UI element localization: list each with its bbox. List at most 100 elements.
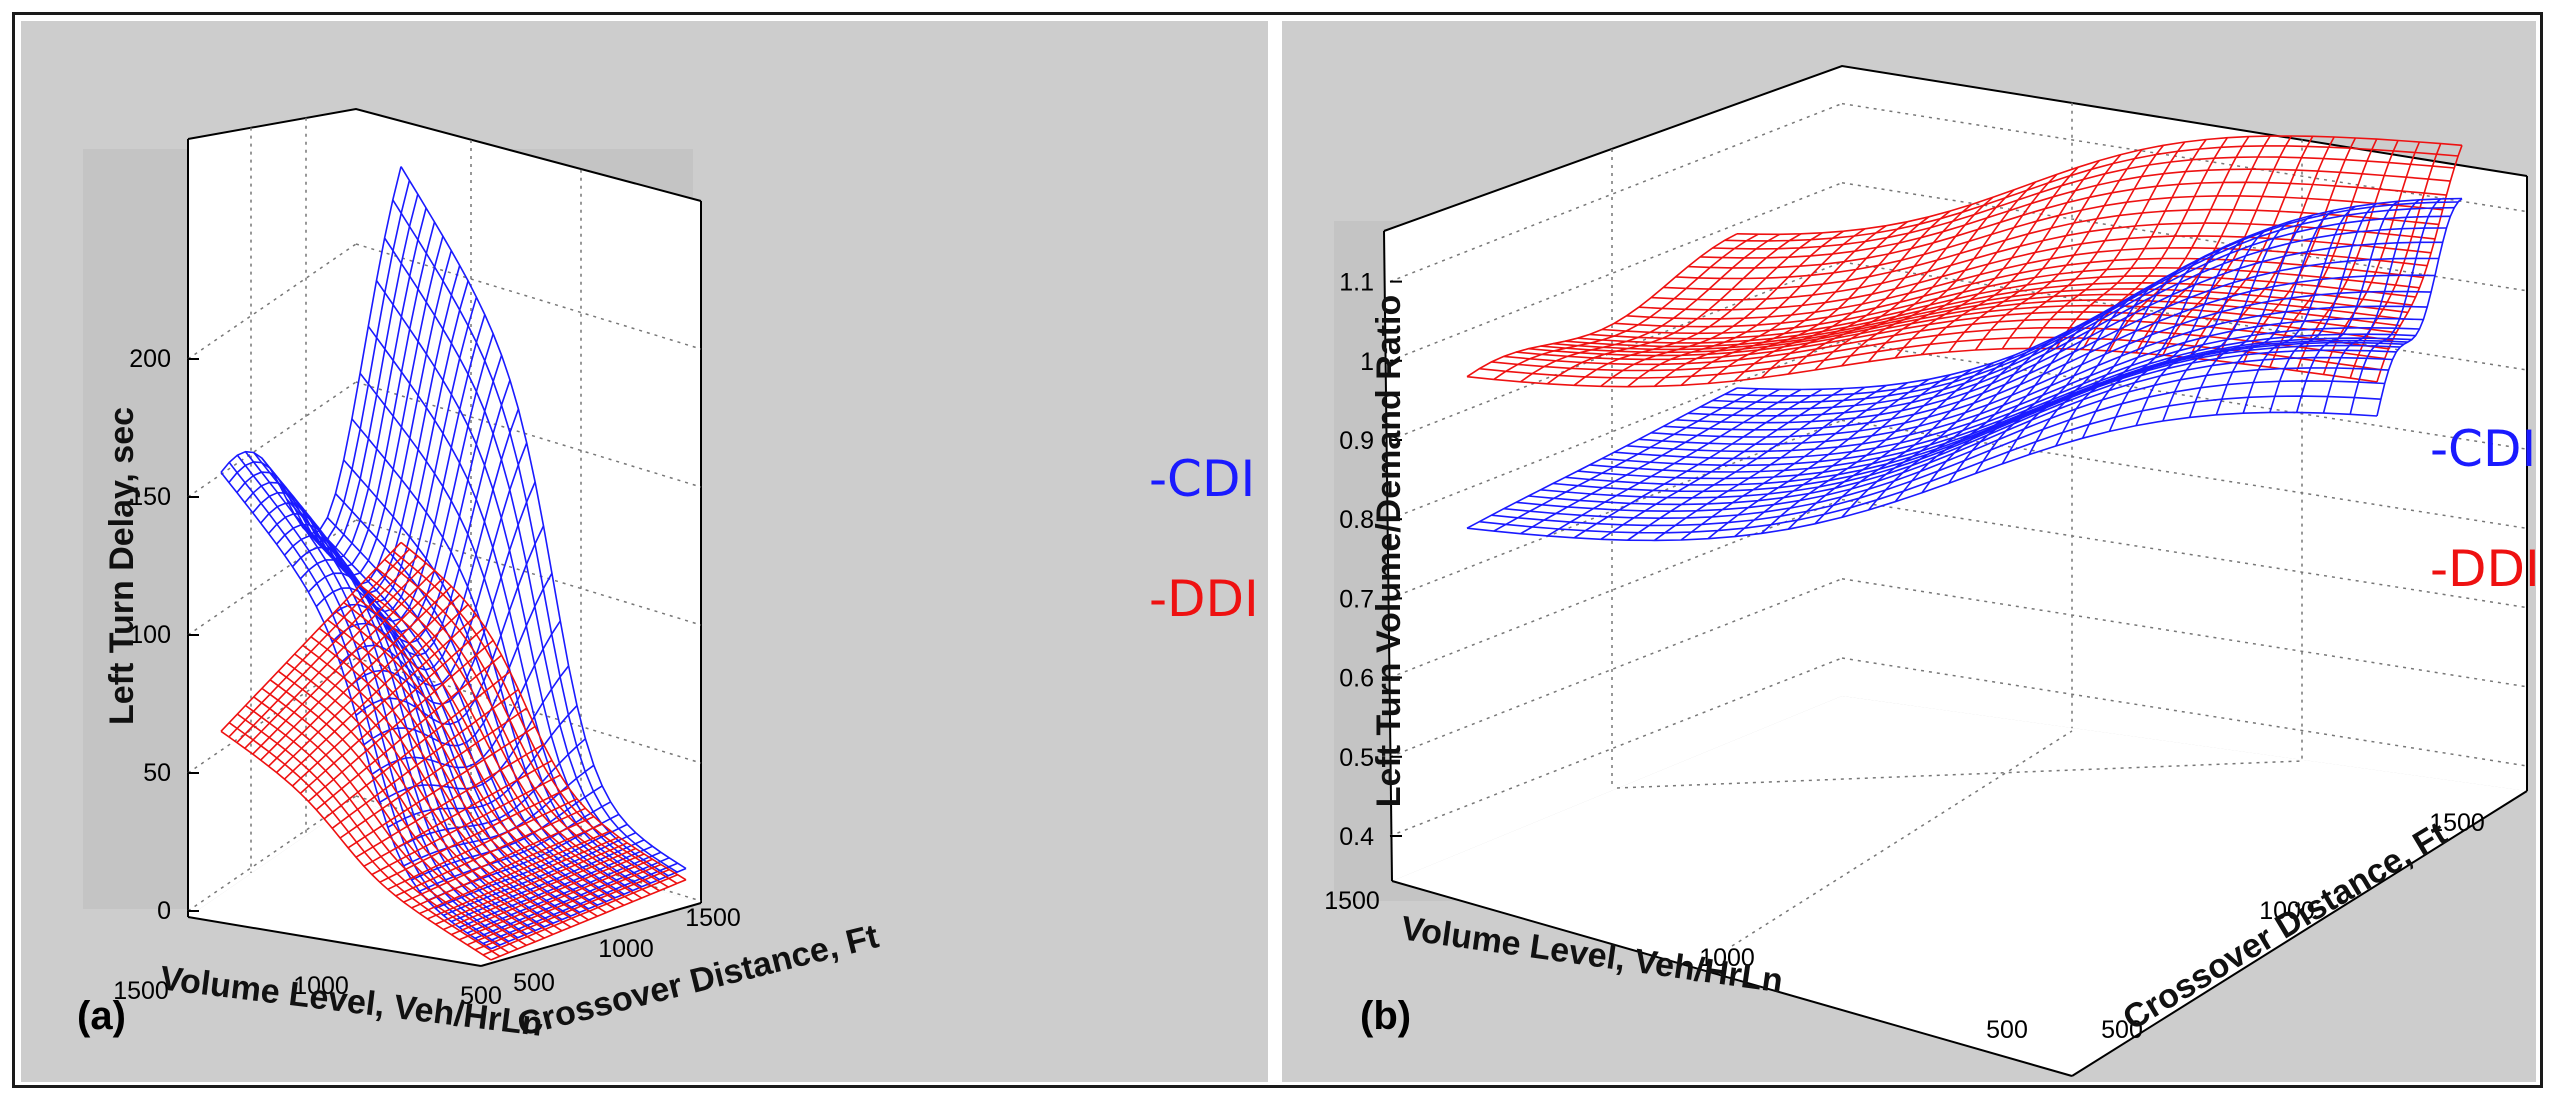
mesh-line-cdi bbox=[1651, 274, 2436, 438]
mesh-line-cdi bbox=[253, 452, 527, 935]
floor-gridline bbox=[1616, 760, 2303, 789]
z-gridline bbox=[1841, 578, 2528, 688]
mesh-line-ddi bbox=[302, 644, 581, 925]
mesh-line-ddi bbox=[1491, 326, 2385, 372]
y-tick-label: 1000 bbox=[598, 935, 654, 963]
z-gridline bbox=[1841, 102, 2528, 213]
z-gridline bbox=[1841, 419, 2528, 530]
mesh-line-ddi bbox=[1540, 299, 2401, 354]
z-gridline bbox=[1389, 340, 1843, 520]
mesh-line-ddi bbox=[286, 661, 563, 932]
mesh-line-ddi bbox=[1687, 181, 2447, 269]
back-wall-right bbox=[356, 109, 701, 903]
mesh-line-cdi bbox=[1528, 349, 2397, 506]
mesh-line-ddi bbox=[1724, 145, 2459, 242]
mesh-line-ddi bbox=[359, 584, 643, 899]
z-axis-line bbox=[1383, 230, 1393, 882]
z-tick-label: 0.7 bbox=[1339, 585, 1374, 613]
mesh-line-ddi bbox=[269, 679, 545, 939]
figure-frame: 0 50 100 150 200 1500 1000 500 500 1000 1500 Left T… bbox=[12, 12, 2543, 1088]
surface-ddi bbox=[220, 541, 687, 961]
z-tick-label: 1.1 bbox=[1339, 269, 1374, 297]
x-tick-label: 1000 bbox=[1699, 944, 1755, 972]
z-tick-label: 100 bbox=[129, 621, 171, 649]
mesh-line-cdi bbox=[1589, 333, 2416, 473]
mesh-line-cdi bbox=[236, 454, 510, 943]
panel-a: 0 50 100 150 200 1500 1000 500 500 1000 1500 Left T… bbox=[21, 21, 1268, 1082]
mesh-line-cdi bbox=[1479, 395, 2381, 534]
mesh-line-ddi bbox=[1601, 266, 2420, 335]
x-axis-line bbox=[1391, 880, 2073, 1077]
mesh-line-cdi bbox=[285, 498, 563, 921]
y-axis-line bbox=[480, 902, 702, 967]
mesh-line-ddi bbox=[392, 550, 678, 885]
mesh-line-ddi bbox=[1614, 257, 2424, 328]
mesh-line-ddi bbox=[335, 610, 616, 910]
mesh-line-ddi bbox=[1516, 311, 2393, 361]
mesh-line-ddi bbox=[245, 704, 519, 950]
mesh-line-cdi bbox=[1663, 257, 2439, 431]
mesh-line-cdi bbox=[1503, 367, 2389, 520]
mesh-line-ddi bbox=[1651, 222, 2436, 301]
mesh-line-ddi bbox=[400, 541, 687, 881]
mesh-line-cdi bbox=[375, 280, 660, 881]
y-axis-line bbox=[2071, 790, 2528, 1077]
panel-b: 0.4 0.5 0.6 0.7 0.8 0.9 1 1.1 1500 1000 500 500 1000… bbox=[1282, 21, 2536, 1082]
mesh-line-ddi bbox=[1503, 318, 2389, 366]
mesh-line-ddi bbox=[277, 670, 554, 936]
y-tick-label: 1500 bbox=[2429, 809, 2485, 837]
z-tick-label: 0 bbox=[157, 897, 171, 925]
mesh-line-cdi bbox=[1552, 341, 2405, 493]
z-tick-label: 0.8 bbox=[1339, 506, 1374, 534]
mesh-line-ddi bbox=[1528, 304, 2397, 357]
z-tick-label: 0.6 bbox=[1339, 665, 1374, 693]
z-tick-label: 1 bbox=[1360, 348, 1374, 376]
mesh-line-cdi bbox=[1736, 197, 2463, 391]
legend-cdi: -CDI bbox=[2430, 420, 2536, 478]
z-tick-label: 50 bbox=[143, 759, 171, 787]
mesh-line-cdi bbox=[367, 325, 651, 884]
z-gridline bbox=[1389, 657, 1843, 837]
mesh-line-cdi bbox=[1540, 344, 2401, 499]
z-tick-label: 0.4 bbox=[1339, 823, 1374, 851]
z-gridline bbox=[1841, 657, 2528, 767]
mesh-line-cdi bbox=[1577, 337, 2412, 480]
z-gridline bbox=[1841, 340, 2528, 450]
y-tick-label: 1500 bbox=[685, 904, 741, 932]
floor bbox=[1392, 696, 2527, 1076]
mesh-line-ddi bbox=[1712, 156, 2455, 250]
mesh-line-ddi bbox=[1736, 135, 2463, 236]
back-wall-left bbox=[188, 109, 356, 917]
mesh-line-cdi bbox=[1687, 227, 2447, 417]
floor-gridline bbox=[1731, 730, 2073, 947]
mesh-line-cdi bbox=[1700, 215, 2451, 410]
mesh-line-ddi bbox=[1663, 208, 2439, 291]
mesh-line-cdi bbox=[1466, 411, 2378, 542]
mesh-line-cdi bbox=[269, 467, 545, 928]
x-tick-label: 1000 bbox=[293, 972, 349, 1000]
mesh-line-ddi bbox=[367, 576, 651, 896]
legend-ddi: -DDI bbox=[1149, 570, 1259, 628]
mesh-line-cdi bbox=[1565, 339, 2408, 486]
z-axis-label: Left Turn Delay, sec bbox=[103, 407, 141, 725]
z-gridline bbox=[1389, 498, 1843, 679]
surface-chart-b: 0.4 0.5 0.6 0.7 0.8 0.9 1 1.1 1500 1000 500 500 1000… bbox=[1324, 64, 2536, 1077]
mesh-line-ddi bbox=[1626, 246, 2428, 320]
mesh-line-ddi bbox=[220, 730, 492, 961]
panel-label-b: (b) bbox=[1360, 994, 1411, 1038]
z-gridline bbox=[1389, 182, 1843, 362]
mesh-line-cdi bbox=[220, 471, 492, 950]
mesh-line-cdi bbox=[1614, 317, 2424, 460]
mesh-line-ddi bbox=[1675, 195, 2443, 280]
mesh-line-ddi bbox=[294, 653, 572, 928]
mesh-line-cdi bbox=[1516, 356, 2393, 513]
x-tick-label: 500 bbox=[460, 982, 502, 1010]
mesh-line-ddi bbox=[1565, 288, 2408, 348]
mesh-line-ddi bbox=[318, 627, 598, 917]
z-axis-label: Left Turn Volume/Demand Ratio bbox=[1370, 295, 1408, 808]
mesh-line-ddi bbox=[343, 601, 625, 906]
mesh-line-ddi bbox=[1466, 347, 2378, 388]
legend-cdi: -CDI bbox=[1149, 450, 1255, 508]
surface-cdi bbox=[1466, 197, 2463, 542]
box-top-edge bbox=[187, 107, 702, 202]
